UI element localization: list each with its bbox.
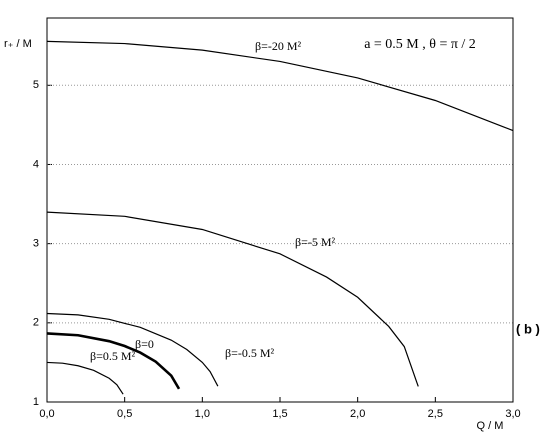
panel-label: ( b ) <box>516 321 540 336</box>
x-tick-label: 1,0 <box>195 408 210 420</box>
x-tick-label: 1,5 <box>272 408 287 420</box>
series-line <box>46 332 181 390</box>
x-axis-label: Q / M <box>477 420 504 432</box>
series-label: β=-0.5 M² <box>225 346 275 360</box>
series-label: β=-5 M² <box>295 235 336 249</box>
series-line <box>46 361 124 395</box>
series-line <box>46 211 419 387</box>
y-tick-label: 3 <box>33 238 39 250</box>
x-tick-label: 2,0 <box>350 408 365 420</box>
x-tick-label: 3,0 <box>505 408 520 420</box>
y-tick-label: 2 <box>33 317 39 329</box>
x-tick-label: 0,5 <box>117 408 132 420</box>
series-label: β=-20 M² <box>255 39 302 53</box>
y-tick-label: 4 <box>33 158 39 170</box>
series-label: β=0 <box>135 337 154 351</box>
x-tick-label: 0,0 <box>39 408 54 420</box>
y-tick-label: 1 <box>33 396 39 408</box>
y-axis-label: r₊ / M <box>4 38 32 50</box>
series-line <box>46 40 514 132</box>
y-tick-label: 5 <box>33 79 39 91</box>
x-tick-label: 2,5 <box>428 408 443 420</box>
plot-frame <box>46 17 514 403</box>
series-line <box>46 312 219 387</box>
annotation: a = 0.5 M , θ = π / 2 <box>364 37 476 52</box>
series-label: β=0.5 M² <box>90 349 136 363</box>
